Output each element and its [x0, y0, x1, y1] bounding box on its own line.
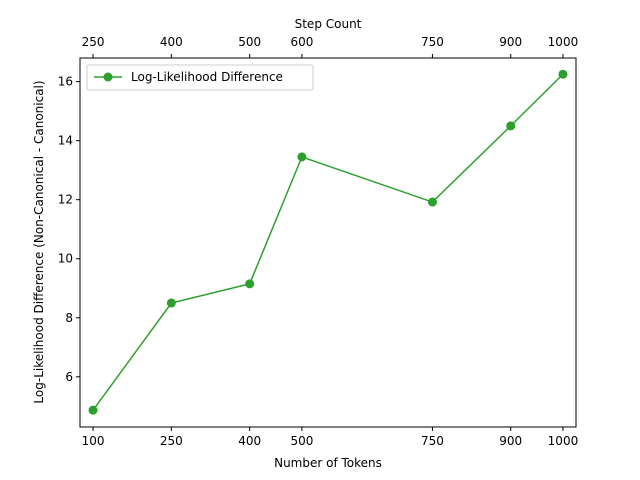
data-point-marker: [506, 121, 516, 131]
x-tick-label: 250: [160, 434, 183, 448]
top-x-axis: 250 400 500 600 750 900 1000: [82, 35, 579, 58]
top-x-tick-label: 900: [499, 35, 522, 49]
data-point-marker: [558, 69, 568, 79]
top-x-tick-label: 600: [290, 35, 313, 49]
data-point-marker: [245, 279, 255, 289]
plot-frame: [79, 57, 577, 428]
top-x-tick-label: 500: [238, 35, 261, 49]
bottom-x-axis: 100 250 400 500 750 900 1000: [82, 427, 579, 448]
x-tick-label: 750: [421, 434, 444, 448]
y-tick-label: 12: [58, 193, 73, 207]
x-axis-label: Number of Tokens: [274, 456, 382, 470]
series-line: [92, 73, 564, 411]
x-tick-label: 400: [238, 434, 261, 448]
data-point-marker: [88, 405, 98, 415]
top-x-tick-label: 1000: [548, 35, 579, 49]
legend-marker-swatch: [103, 72, 113, 82]
top-x-tick-label: 400: [160, 35, 183, 49]
y-tick-label: 8: [65, 311, 73, 325]
legend-entry-label: Log-Likelihood Difference: [131, 70, 283, 84]
data-point-marker: [166, 298, 176, 308]
top-x-tick-label: 250: [82, 35, 105, 49]
x-tick-label: 1000: [548, 434, 579, 448]
y-tick-label: 6: [65, 370, 73, 384]
x-tick-label: 500: [290, 434, 313, 448]
y-tick-label: 14: [58, 134, 73, 148]
series-layer: [88, 69, 568, 415]
x-tick-label: 900: [499, 434, 522, 448]
data-point-marker: [297, 152, 307, 162]
legend-box: [86, 64, 314, 91]
legend: Log-Likelihood Difference: [86, 64, 314, 91]
y-tick-label: 10: [58, 252, 73, 266]
top-x-tick-label: 750: [421, 35, 444, 49]
data-point-marker: [427, 197, 437, 207]
top-x-axis-label: Step Count: [295, 17, 362, 31]
x-tick-label: 100: [82, 434, 105, 448]
y-tick-label: 16: [58, 75, 73, 89]
y-axis: 6 8 10 12 14 16: [58, 75, 80, 384]
y-axis-label: Log-Likelihood Difference (Non-Canonical…: [32, 80, 46, 403]
